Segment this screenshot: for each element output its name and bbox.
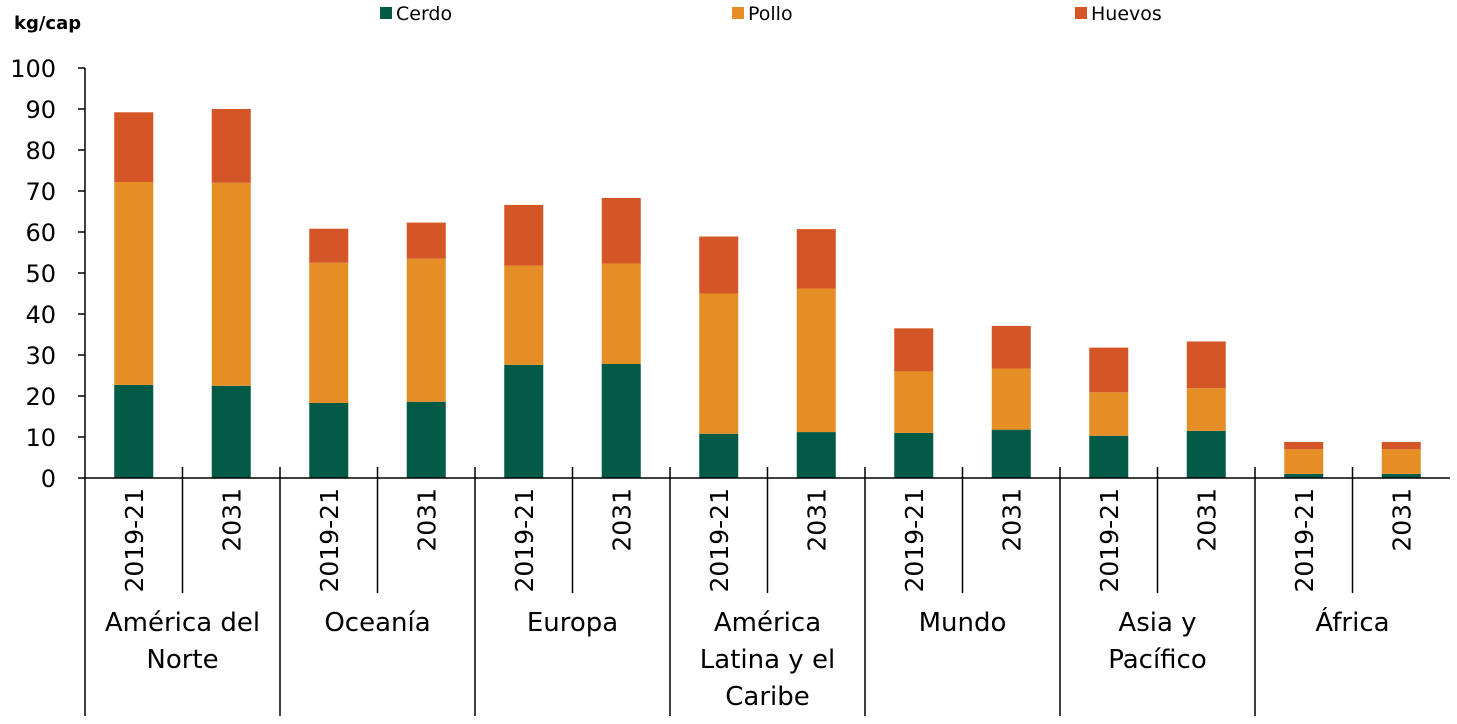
bar-pollo-7 [699, 293, 739, 434]
bar-cerdo-14 [1381, 473, 1421, 478]
bar-cerdo-9 [894, 432, 934, 478]
y-tick-label: 30 [25, 342, 56, 370]
bar-pollo-10 [991, 368, 1031, 430]
bar-cerdo-11 [1089, 435, 1129, 478]
x-period-label: 2031 [412, 488, 441, 552]
bar-pollo-8 [796, 288, 836, 433]
bar-huevos-6 [601, 197, 641, 264]
x-group-label: Mundo [919, 608, 1007, 638]
y-axis-label: kg/cap [14, 13, 81, 34]
bar-pollo-5 [504, 265, 544, 365]
bar-cerdo-1 [114, 384, 154, 478]
x-group-label: Oceanía [324, 608, 430, 638]
bar-cerdo-5 [504, 364, 544, 478]
x-period-label: 2031 [217, 488, 246, 552]
bar-huevos-11 [1089, 347, 1129, 393]
legend-label: Cerdo [396, 3, 452, 25]
bars-layer [114, 109, 1421, 478]
legend-label: Pollo [748, 3, 793, 25]
axes-layer: 0 10 20 30 40 50 60 70 80 90 100 [10, 55, 1450, 716]
x-group-label: América del Norte [105, 608, 260, 675]
bar-pollo-1 [114, 181, 154, 385]
x-period-label: 2019-21 [705, 488, 734, 592]
y-tick-label: 10 [25, 424, 56, 452]
bar-cerdo-10 [991, 429, 1031, 478]
legend-item-cerdo: Cerdo [380, 3, 452, 25]
bar-pollo-14 [1381, 449, 1421, 474]
bar-huevos-5 [504, 204, 544, 266]
y-tick-label: 100 [10, 55, 56, 83]
bar-pollo-11 [1089, 392, 1129, 436]
legend-swatch [732, 7, 744, 19]
x-period-label: 2019-21 [120, 488, 149, 592]
y-tick-label: 70 [25, 178, 56, 206]
bar-huevos-12 [1186, 341, 1226, 389]
y-tick-label: 40 [25, 301, 56, 329]
bar-pollo-4 [406, 258, 446, 402]
legend-label: Huevos [1091, 3, 1162, 25]
labels-layer: kg/cap 2019-21 2031 América del Norte 2019-21… [14, 13, 1416, 712]
legend-item-pollo: Pollo [732, 3, 793, 25]
legend-swatch [380, 7, 392, 19]
bar-huevos-13 [1284, 441, 1324, 450]
y-tick-label: 90 [25, 96, 56, 124]
bar-huevos-3 [309, 228, 349, 263]
x-group-label: América Latina y el Caribe [700, 608, 835, 712]
x-period-label: 2031 [1192, 488, 1221, 552]
bar-pollo-12 [1186, 388, 1226, 431]
x-period-label: 2031 [607, 488, 636, 552]
y-tick-label: 50 [25, 260, 56, 288]
x-period-label: 2019-21 [510, 488, 539, 592]
legend: Cerdo Pollo Huevos [380, 3, 1162, 25]
bar-huevos-7 [699, 236, 739, 294]
bar-cerdo-4 [406, 401, 446, 478]
x-period-label: 2019-21 [315, 488, 344, 592]
y-tick-label: 60 [25, 219, 56, 247]
x-period-label: 2031 [997, 488, 1026, 552]
x-period-label: 2019-21 [1290, 488, 1319, 592]
bar-cerdo-6 [601, 364, 641, 478]
y-tick-label: 0 [41, 465, 56, 493]
bar-cerdo-8 [796, 432, 836, 478]
bar-cerdo-12 [1186, 430, 1226, 478]
bar-cerdo-2 [211, 385, 251, 478]
x-group-label: África [1315, 606, 1389, 638]
bar-huevos-8 [796, 229, 836, 289]
bar-huevos-2 [211, 109, 251, 183]
bar-huevos-9 [894, 328, 934, 372]
bar-pollo-9 [894, 371, 934, 433]
bar-cerdo-3 [309, 402, 349, 478]
legend-swatch [1075, 7, 1087, 19]
x-period-label: 2031 [1387, 488, 1416, 552]
bar-pollo-13 [1284, 449, 1324, 474]
bar-pollo-3 [309, 262, 349, 403]
legend-item-huevos: Huevos [1075, 3, 1162, 25]
x-period-label: 2031 [802, 488, 831, 552]
bar-huevos-4 [406, 222, 446, 259]
y-tick-label: 80 [25, 137, 56, 165]
bar-pollo-6 [601, 263, 641, 365]
bar-huevos-10 [991, 325, 1031, 369]
x-period-label: 2019-21 [1095, 488, 1124, 592]
x-period-label: 2019-21 [900, 488, 929, 592]
x-group-label: Asia y Pacífico [1108, 608, 1207, 675]
bar-pollo-2 [211, 182, 251, 386]
bar-huevos-14 [1381, 441, 1421, 450]
bar-cerdo-7 [699, 433, 739, 478]
x-group-label: Europa [527, 608, 618, 638]
y-tick-label: 20 [25, 383, 56, 411]
bar-cerdo-13 [1284, 473, 1324, 478]
bar-huevos-1 [114, 112, 154, 182]
